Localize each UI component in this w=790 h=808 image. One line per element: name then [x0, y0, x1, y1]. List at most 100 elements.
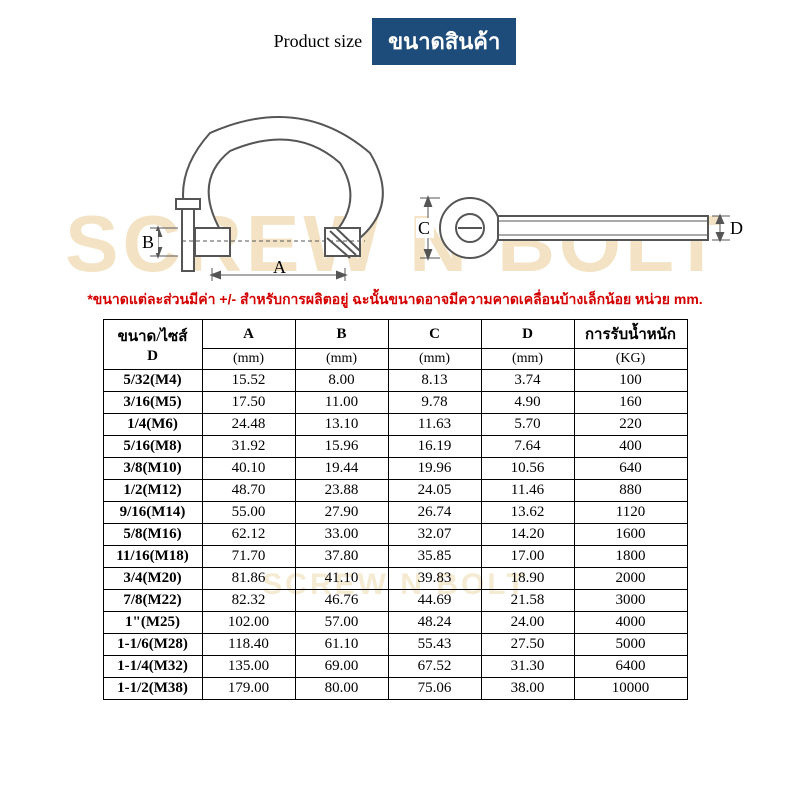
cell-kg: 400 — [574, 436, 687, 458]
cell-dim: 11.00 — [295, 392, 388, 414]
cell-dim: 17.00 — [481, 546, 574, 568]
cell-dim: 15.96 — [295, 436, 388, 458]
cell-dim: 48.24 — [388, 612, 481, 634]
cell-size: 3/16(M5) — [103, 392, 202, 414]
diagram: A B C D — [0, 73, 790, 283]
dim-label-a: A — [273, 257, 286, 277]
unit-c: (mm) — [388, 349, 481, 370]
cell-kg: 1800 — [574, 546, 687, 568]
cell-size: 3/4(M20) — [103, 568, 202, 590]
cell-dim: 14.20 — [481, 524, 574, 546]
table-row: 5/16(M8)31.9215.9616.197.64400 — [103, 436, 687, 458]
cell-dim: 55.43 — [388, 634, 481, 656]
cell-kg: 1600 — [574, 524, 687, 546]
cell-dim: 24.05 — [388, 480, 481, 502]
cell-size: 1/4(M6) — [103, 414, 202, 436]
cell-dim: 62.12 — [202, 524, 295, 546]
th-size: ขนาด/ไซส์D — [103, 320, 202, 370]
table-row: 11/16(M18)71.7037.8035.8517.001800 — [103, 546, 687, 568]
cell-kg: 100 — [574, 370, 687, 392]
cell-kg: 220 — [574, 414, 687, 436]
cell-dim: 3.74 — [481, 370, 574, 392]
cell-dim: 26.74 — [388, 502, 481, 524]
cell-dim: 9.78 — [388, 392, 481, 414]
spec-table: ขนาด/ไซส์D A B C D การรับน้ำหนัก (mm) (m… — [103, 319, 688, 700]
table-body: 5/32(M4)15.528.008.133.741003/16(M5)17.5… — [103, 370, 687, 700]
cell-kg: 5000 — [574, 634, 687, 656]
cell-dim: 13.62 — [481, 502, 574, 524]
cell-dim: 32.07 — [388, 524, 481, 546]
th-c: C — [388, 320, 481, 349]
unit-d: (mm) — [481, 349, 574, 370]
cell-dim: 39.83 — [388, 568, 481, 590]
cell-dim: 27.90 — [295, 502, 388, 524]
dim-label-d: D — [730, 218, 743, 238]
table-row: 1/4(M6)24.4813.1011.635.70220 — [103, 414, 687, 436]
table-row: 7/8(M22)82.3246.7644.6921.583000 — [103, 590, 687, 612]
cell-size: 1-1/2(M38) — [103, 678, 202, 700]
cell-size: 1/2(M12) — [103, 480, 202, 502]
cell-dim: 19.96 — [388, 458, 481, 480]
cell-kg: 3000 — [574, 590, 687, 612]
th-d: D — [481, 320, 574, 349]
product-size-en: Product size — [274, 31, 362, 52]
cell-dim: 31.92 — [202, 436, 295, 458]
header: Product size ขนาดสินค้า — [0, 18, 790, 65]
cell-dim: 31.30 — [481, 656, 574, 678]
cell-kg: 4000 — [574, 612, 687, 634]
cell-dim: 16.19 — [388, 436, 481, 458]
cell-dim: 55.00 — [202, 502, 295, 524]
table-row: 9/16(M14)55.0027.9026.7413.621120 — [103, 502, 687, 524]
table-row: 5/32(M4)15.528.008.133.74100 — [103, 370, 687, 392]
th-a: A — [202, 320, 295, 349]
table-row: 1-1/6(M28)118.4061.1055.4327.505000 — [103, 634, 687, 656]
cell-dim: 69.00 — [295, 656, 388, 678]
cell-size: 9/16(M14) — [103, 502, 202, 524]
cell-dim: 23.88 — [295, 480, 388, 502]
cell-dim: 17.50 — [202, 392, 295, 414]
cell-dim: 46.76 — [295, 590, 388, 612]
cell-kg: 160 — [574, 392, 687, 414]
cell-dim: 15.52 — [202, 370, 295, 392]
cell-size: 7/8(M22) — [103, 590, 202, 612]
cell-dim: 118.40 — [202, 634, 295, 656]
table-row: 1-1/4(M32)135.0069.0067.5231.306400 — [103, 656, 687, 678]
cell-size: 5/32(M4) — [103, 370, 202, 392]
cell-dim: 4.90 — [481, 392, 574, 414]
cell-dim: 81.86 — [202, 568, 295, 590]
table-row: 1/2(M12)48.7023.8824.0511.46880 — [103, 480, 687, 502]
cell-dim: 33.00 — [295, 524, 388, 546]
th-b: B — [295, 320, 388, 349]
cell-dim: 8.13 — [388, 370, 481, 392]
cell-kg: 1120 — [574, 502, 687, 524]
table-row: 1"(M25)102.0057.0048.2424.004000 — [103, 612, 687, 634]
cell-dim: 11.46 — [481, 480, 574, 502]
cell-kg: 10000 — [574, 678, 687, 700]
table-row: 3/4(M20)81.8641.1039.8318.902000 — [103, 568, 687, 590]
cell-dim: 27.50 — [481, 634, 574, 656]
cell-kg: 2000 — [574, 568, 687, 590]
cell-dim: 21.58 — [481, 590, 574, 612]
cell-dim: 18.90 — [481, 568, 574, 590]
cell-dim: 19.44 — [295, 458, 388, 480]
table-row: 5/8(M16)62.1233.0032.0714.201600 — [103, 524, 687, 546]
cell-dim: 57.00 — [295, 612, 388, 634]
cell-size: 3/8(M10) — [103, 458, 202, 480]
cell-dim: 80.00 — [295, 678, 388, 700]
cell-kg: 6400 — [574, 656, 687, 678]
unit-a: (mm) — [202, 349, 295, 370]
cell-dim: 24.48 — [202, 414, 295, 436]
product-size-badge-th: ขนาดสินค้า — [372, 18, 516, 65]
th-kg: การรับน้ำหนัก — [574, 320, 687, 349]
cell-dim: 37.80 — [295, 546, 388, 568]
cell-dim: 41.10 — [295, 568, 388, 590]
cell-size: 1"(M25) — [103, 612, 202, 634]
cell-size: 11/16(M18) — [103, 546, 202, 568]
cell-size: 5/8(M16) — [103, 524, 202, 546]
dim-label-b: B — [142, 232, 154, 252]
cell-dim: 40.10 — [202, 458, 295, 480]
cell-dim: 135.00 — [202, 656, 295, 678]
cell-dim: 8.00 — [295, 370, 388, 392]
cell-dim: 61.10 — [295, 634, 388, 656]
cell-dim: 7.64 — [481, 436, 574, 458]
